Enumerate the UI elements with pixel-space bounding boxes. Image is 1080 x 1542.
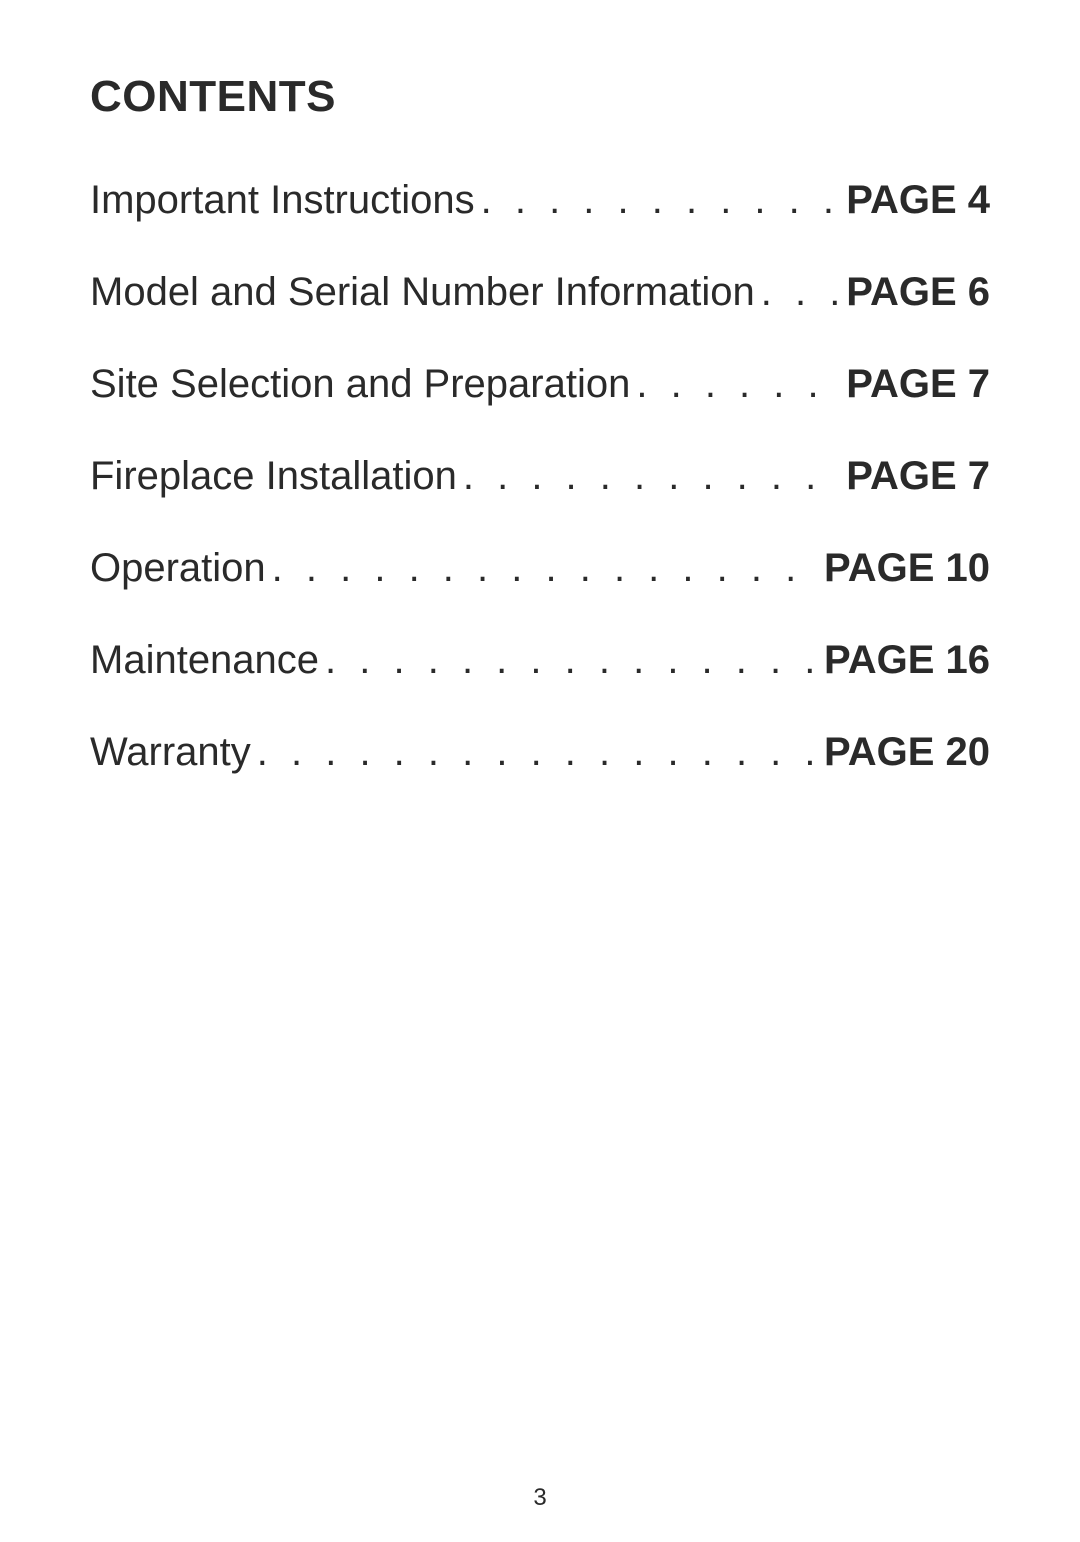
- toc-page: PAGE 20: [824, 728, 990, 776]
- toc-leader: [325, 636, 818, 684]
- toc-leader: [761, 268, 840, 316]
- toc-row: Important Instructions PAGE 4: [90, 176, 990, 224]
- toc-page: PAGE 7: [846, 360, 990, 408]
- toc-row: Maintenance PAGE 16: [90, 636, 990, 684]
- page-number: 3: [0, 1484, 1080, 1512]
- toc-row: Operation PAGE 10: [90, 544, 990, 592]
- document-page: CONTENTS Important Instructions PAGE 4 M…: [0, 0, 1080, 1542]
- toc-title: Important Instructions: [90, 176, 475, 224]
- toc-title: Fireplace Installation: [90, 452, 457, 500]
- toc-title: Maintenance: [90, 636, 319, 684]
- toc-page: PAGE 7: [846, 452, 990, 500]
- toc-title: Warranty: [90, 728, 251, 776]
- toc-page: PAGE 10: [824, 544, 990, 592]
- toc-leader: [636, 360, 840, 408]
- toc-title: Model and Serial Number Information: [90, 268, 755, 316]
- contents-heading: CONTENTS: [90, 72, 990, 122]
- toc-title: Operation: [90, 544, 266, 592]
- toc-leader: [481, 176, 841, 224]
- table-of-contents: Important Instructions PAGE 4 Model and …: [90, 176, 990, 776]
- toc-title: Site Selection and Preparation: [90, 360, 630, 408]
- toc-row: Model and Serial Number Information PAGE…: [90, 268, 990, 316]
- toc-leader: [272, 544, 818, 592]
- toc-row: Warranty PAGE 20: [90, 728, 990, 776]
- toc-leader: [257, 728, 818, 776]
- toc-page: PAGE 4: [846, 176, 990, 224]
- toc-leader: [463, 452, 840, 500]
- toc-row: Fireplace Installation PAGE 7: [90, 452, 990, 500]
- toc-page: PAGE 16: [824, 636, 990, 684]
- toc-row: Site Selection and Preparation PAGE 7: [90, 360, 990, 408]
- toc-page: PAGE 6: [846, 268, 990, 316]
